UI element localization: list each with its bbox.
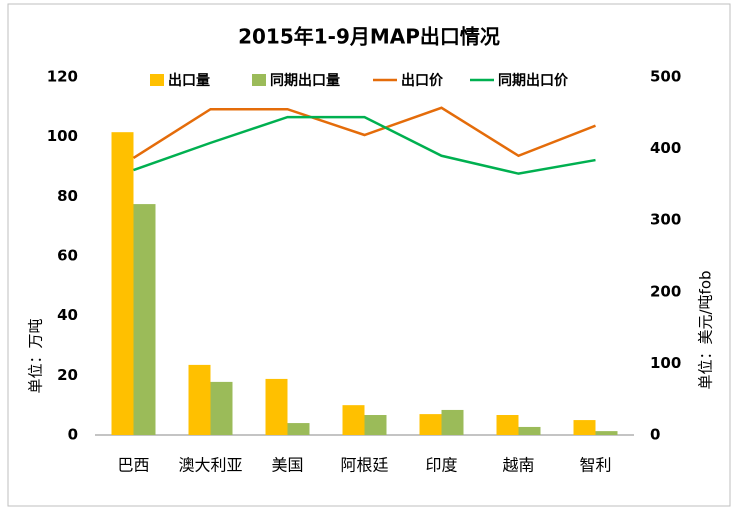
bar: [265, 378, 288, 435]
x-tick-label: 印度: [425, 456, 457, 475]
bar: [133, 204, 156, 435]
x-tick-label: 智利: [579, 456, 611, 475]
y2-tick-label: 300: [650, 211, 681, 229]
legend-label: 同期出口量: [270, 72, 340, 89]
y2-tick-label: 100: [650, 354, 681, 372]
legend-label: 同期出口价: [498, 72, 569, 89]
y2-tick-label: 0: [650, 426, 660, 444]
bar: [441, 409, 464, 435]
bar: [518, 426, 541, 435]
line: [132, 106, 596, 159]
y-tick-label: 80: [57, 187, 78, 205]
y2-tick-label: 500: [650, 68, 681, 86]
y-tick-label: 120: [47, 68, 78, 86]
bar: [287, 423, 310, 435]
chart-title: 2015年1-9月MAP出口情况: [238, 25, 500, 49]
bar: [573, 420, 596, 435]
x-tick-label: 澳大利亚: [178, 456, 242, 475]
y-axis-title: 单位：万吨: [27, 318, 45, 393]
y-tick-label: 20: [57, 366, 78, 384]
bar: [111, 132, 134, 436]
x-tick-label: 阿根廷: [340, 456, 388, 475]
y2-axis-title: 单位：美元/吨fob: [697, 270, 715, 389]
y-tick-label: 100: [47, 127, 78, 145]
bar: [188, 364, 211, 435]
bar: [496, 415, 519, 435]
y-tick-label: 60: [57, 247, 78, 265]
y-tick-label: 0: [68, 426, 78, 444]
bar: [419, 414, 442, 435]
legend-label: 出口量: [168, 72, 210, 89]
line: [133, 115, 596, 175]
bar: [342, 405, 365, 435]
x-tick-label: 美国: [271, 456, 303, 475]
bar: [364, 415, 387, 435]
bar: [210, 381, 233, 435]
legend-swatch: [252, 74, 266, 86]
x-tick-label: 巴西: [117, 456, 149, 475]
y-tick-label: 40: [57, 306, 78, 324]
x-tick-label: 越南: [502, 456, 534, 475]
y2-tick-label: 400: [650, 139, 681, 157]
legend-swatch: [150, 74, 164, 86]
bar: [595, 431, 618, 435]
y2-tick-label: 200: [650, 282, 681, 300]
legend-label: 出口价: [401, 72, 444, 89]
